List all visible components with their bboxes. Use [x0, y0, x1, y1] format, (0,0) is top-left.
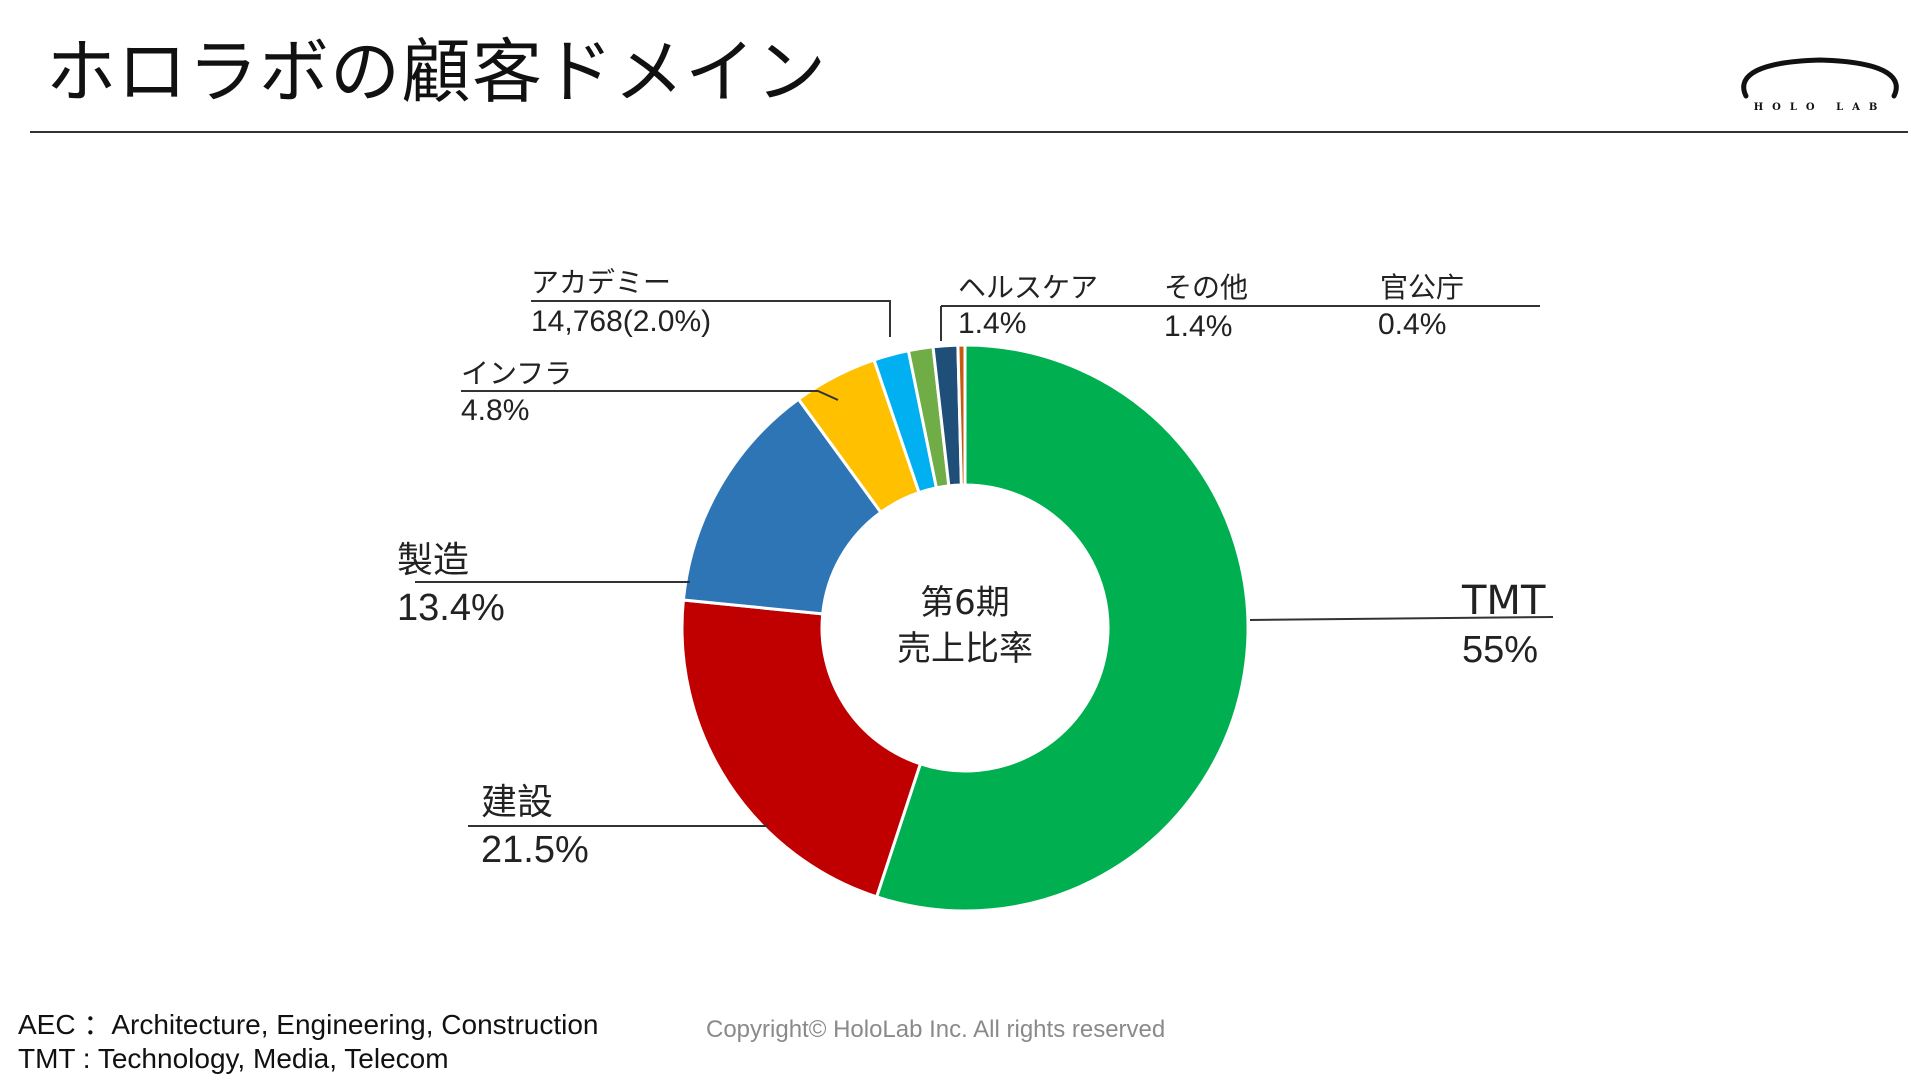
- footnote-tmt: TMT : Technology, Media, Telecom: [18, 1043, 449, 1074]
- slice-value-label-1: 21.5%: [481, 829, 589, 871]
- donut-slice-0: [874, 343, 1250, 913]
- slice-name-label-3: インフラ: [461, 357, 572, 390]
- hololab-logo: HOLO LAB: [1740, 52, 1900, 118]
- donut-slice-1: [680, 598, 923, 899]
- slice-value-label-4: 14,768(2.0%): [531, 305, 711, 338]
- slice-value-label-6: 1.4%: [1164, 310, 1232, 343]
- slice-name-label-6: その他: [1164, 271, 1248, 304]
- leader-line-4: [531, 300, 891, 337]
- donut-slice-7: [956, 343, 967, 487]
- slice-value-label-2: 13.4%: [397, 587, 505, 629]
- slice-value-label-7: 0.4%: [1378, 308, 1446, 341]
- slice-value-label-3: 4.8%: [461, 394, 529, 427]
- slide-title: ホロラボの顧客ドメイン: [46, 31, 827, 113]
- slice-name-label-0: TMT: [1461, 578, 1546, 624]
- leader-line-0: [1249, 616, 1554, 621]
- slice-value-label-0: 55%: [1462, 629, 1538, 671]
- slice-name-label-5: ヘルスケア: [958, 271, 1098, 304]
- center-label-line2: 売上比率: [897, 629, 1033, 669]
- leader-line-3: [461, 390, 839, 401]
- footnote-aec: AEC ：Architecture, Engineering, Construc…: [18, 1009, 599, 1040]
- slice-value-label-5: 1.4%: [958, 307, 1026, 340]
- slice-name-label-1: 建設: [481, 782, 553, 823]
- slice-name-label-4: アカデミー: [531, 266, 671, 299]
- logo-arc-icon: [1741, 57, 1899, 99]
- slice-name-label-2: 製造: [397, 540, 469, 581]
- slice-name-label-7: 官公庁: [1380, 271, 1464, 304]
- title-divider: [30, 131, 1908, 133]
- donut-slice-2: [681, 397, 883, 616]
- center-label-line1: 第6期: [920, 583, 1010, 623]
- copyright-text: Copyright© HoloLab Inc. All rights reser…: [706, 1016, 1166, 1043]
- logo-text: HOLO LAB: [1753, 102, 1887, 113]
